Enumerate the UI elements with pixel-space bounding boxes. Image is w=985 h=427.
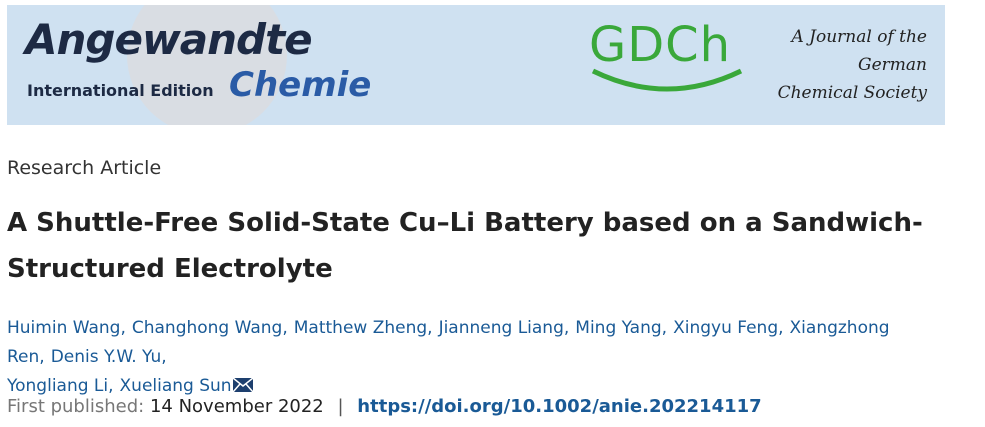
tagline: A Journal of the German Chemical Society <box>767 23 927 107</box>
published-line: First published: 14 November 2022 | http… <box>7 396 762 417</box>
author[interactable]: Huimin Wang, <box>7 318 126 338</box>
author[interactable]: Ming Yang, <box>575 318 668 338</box>
edition: International Edition <box>27 81 214 100</box>
tagline-line: A Journal of the <box>791 27 927 47</box>
author[interactable]: Xiangzhong Ren, <box>7 318 890 367</box>
author[interactable]: Denis Y.W. Yu, <box>50 347 167 367</box>
author[interactable]: Xingyu Feng, <box>673 318 784 338</box>
logo-word: Angewandte <box>25 15 313 64</box>
tagline-line: Chemical Society <box>777 83 927 103</box>
published-date: 14 November 2022 <box>149 396 324 417</box>
society-logo: GDCh <box>589 17 732 73</box>
logo-chemie: Chemie <box>229 65 372 105</box>
article-type: Research Article <box>7 157 162 179</box>
email-icon[interactable] <box>232 377 254 393</box>
tagline-line: German <box>858 55 927 75</box>
article-title: A Shuttle-Free Solid-State Cu–Li Battery… <box>7 208 923 284</box>
journal-banner: Angewandte International Edition Chemie … <box>7 5 945 125</box>
separator: | <box>337 396 344 417</box>
author[interactable]: Matthew Zheng, <box>293 318 433 338</box>
logo-circle <box>127 5 287 125</box>
author[interactable]: Yongliang Li, <box>7 376 114 396</box>
author[interactable]: Xueliang Sun <box>119 376 232 396</box>
author-list: Huimin Wang, Changhong Wang, Matthew Zheng… <box>7 314 967 401</box>
author[interactable]: Jianneng Liang, <box>438 318 570 338</box>
society-arc <box>591 68 743 92</box>
doi-link[interactable]: https://doi.org/10.1002/anie.202214117 <box>357 396 762 417</box>
published-label: First published: <box>7 396 145 417</box>
author[interactable]: Changhong Wang, <box>131 318 288 338</box>
